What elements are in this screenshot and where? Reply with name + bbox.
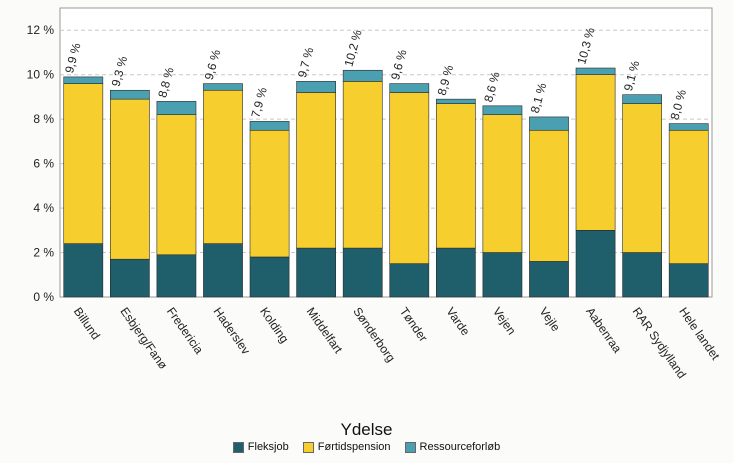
x-tick-label: Kolding — [257, 305, 291, 346]
x-tick-label: Aabenraa — [583, 305, 625, 356]
x-tick-label: Haderslev — [211, 305, 253, 357]
x-tick-label: Esbjerg/Fanø — [117, 305, 170, 373]
legend: Ydelse Fleksjob Førtidspension Ressource… — [0, 420, 733, 453]
bar-segment-fortidspension — [435, 103, 476, 249]
legend-items: Fleksjob Førtidspension Ressourceforløb — [0, 441, 733, 453]
bar-segment-ressourceforlob — [575, 67, 616, 75]
legend-label-fortidspension: Førtidspension — [317, 441, 391, 453]
x-tick-label: Fredericia — [164, 305, 206, 357]
bar-segment-fleksjob — [63, 243, 104, 298]
bar-segment-fortidspension — [575, 74, 616, 231]
y-tick-label: 6 % — [33, 157, 54, 171]
bar-segment-fleksjob — [342, 247, 383, 298]
bar-segment-fleksjob — [482, 252, 523, 298]
bar-segment-fortidspension — [482, 114, 523, 253]
x-tick-label: Varde — [443, 305, 473, 339]
bar-segment-fortidspension — [342, 81, 383, 249]
bar-segment-fortidspension — [668, 129, 709, 264]
bar-segment-fortidspension — [529, 129, 569, 262]
bar-segment-ressourceforlob — [63, 76, 104, 84]
bar-segment-fleksjob — [435, 247, 476, 298]
x-tick-label: Tønder — [397, 305, 431, 345]
bar-segment-fleksjob — [249, 256, 290, 298]
bar-segment-fortidspension — [622, 103, 663, 253]
bar-segment-fortidspension — [156, 114, 197, 256]
bar-segment-fleksjob — [109, 258, 150, 298]
y-tick-label: 10 % — [27, 68, 55, 82]
bar-segment-ressourceforlob — [668, 123, 709, 131]
bar-segment-ressourceforlob — [203, 83, 243, 91]
legend-item-fleksjob: Fleksjob — [232, 441, 289, 453]
bar-segment-fleksjob — [668, 263, 709, 298]
bar-segment-ressourceforlob — [482, 105, 523, 116]
bar-segment-ressourceforlob — [529, 116, 569, 131]
legend-label-ressourceforlob: Ressourceforløb — [419, 441, 501, 453]
bar-segment-fortidspension — [109, 98, 150, 260]
bar-segment-ressourceforlob — [156, 101, 197, 116]
bar-segment-fortidspension — [203, 89, 243, 244]
bar-segment-ressourceforlob — [435, 98, 476, 104]
bar-segment-fleksjob — [389, 263, 430, 298]
bar-segment-ressourceforlob — [342, 69, 383, 82]
legend-title: Ydelse — [340, 420, 393, 439]
legend-item-fortidspension: Førtidspension — [302, 441, 391, 453]
x-tick-label: Hele landet — [676, 305, 723, 363]
bar-segment-fleksjob — [529, 261, 569, 298]
legend-label-fleksjob: Fleksjob — [247, 441, 289, 453]
x-tick-label: Vejle — [537, 305, 564, 335]
bar-segment-fleksjob — [156, 254, 197, 298]
x-tick-label: Vejen — [490, 305, 519, 338]
bar-segment-fortidspension — [249, 129, 290, 258]
bar-segment-fortidspension — [296, 92, 337, 249]
x-tick-label: Middelfart — [304, 305, 346, 357]
bar-segment-fleksjob — [622, 252, 663, 298]
bar-segment-fleksjob — [575, 230, 616, 298]
legend-swatch-ressourceforlob — [404, 441, 416, 453]
y-tick-label: 2 % — [33, 246, 54, 260]
legend-item-ressourceforlob: Ressourceforløb — [404, 441, 501, 453]
y-tick-label: 12 % — [27, 23, 55, 37]
bar-segment-fleksjob — [296, 247, 337, 298]
bar-segment-fortidspension — [389, 92, 430, 264]
x-tick-label: Billund — [71, 305, 103, 343]
bar-segment-ressourceforlob — [296, 81, 337, 93]
x-tick-label: Sønderborg — [350, 305, 398, 365]
y-tick-label: 0 % — [33, 290, 54, 304]
bar-segment-fortidspension — [63, 83, 104, 244]
legend-swatch-fortidspension — [302, 441, 314, 453]
bar-segment-ressourceforlob — [389, 83, 430, 93]
y-tick-label: 4 % — [33, 201, 54, 215]
bar-segment-ressourceforlob — [622, 94, 663, 104]
legend-swatch-fleksjob — [232, 441, 244, 453]
bar-segment-ressourceforlob — [249, 121, 290, 131]
bar-segment-fleksjob — [203, 243, 243, 298]
y-tick-label: 8 % — [33, 112, 54, 126]
bar-segment-ressourceforlob — [109, 89, 150, 100]
